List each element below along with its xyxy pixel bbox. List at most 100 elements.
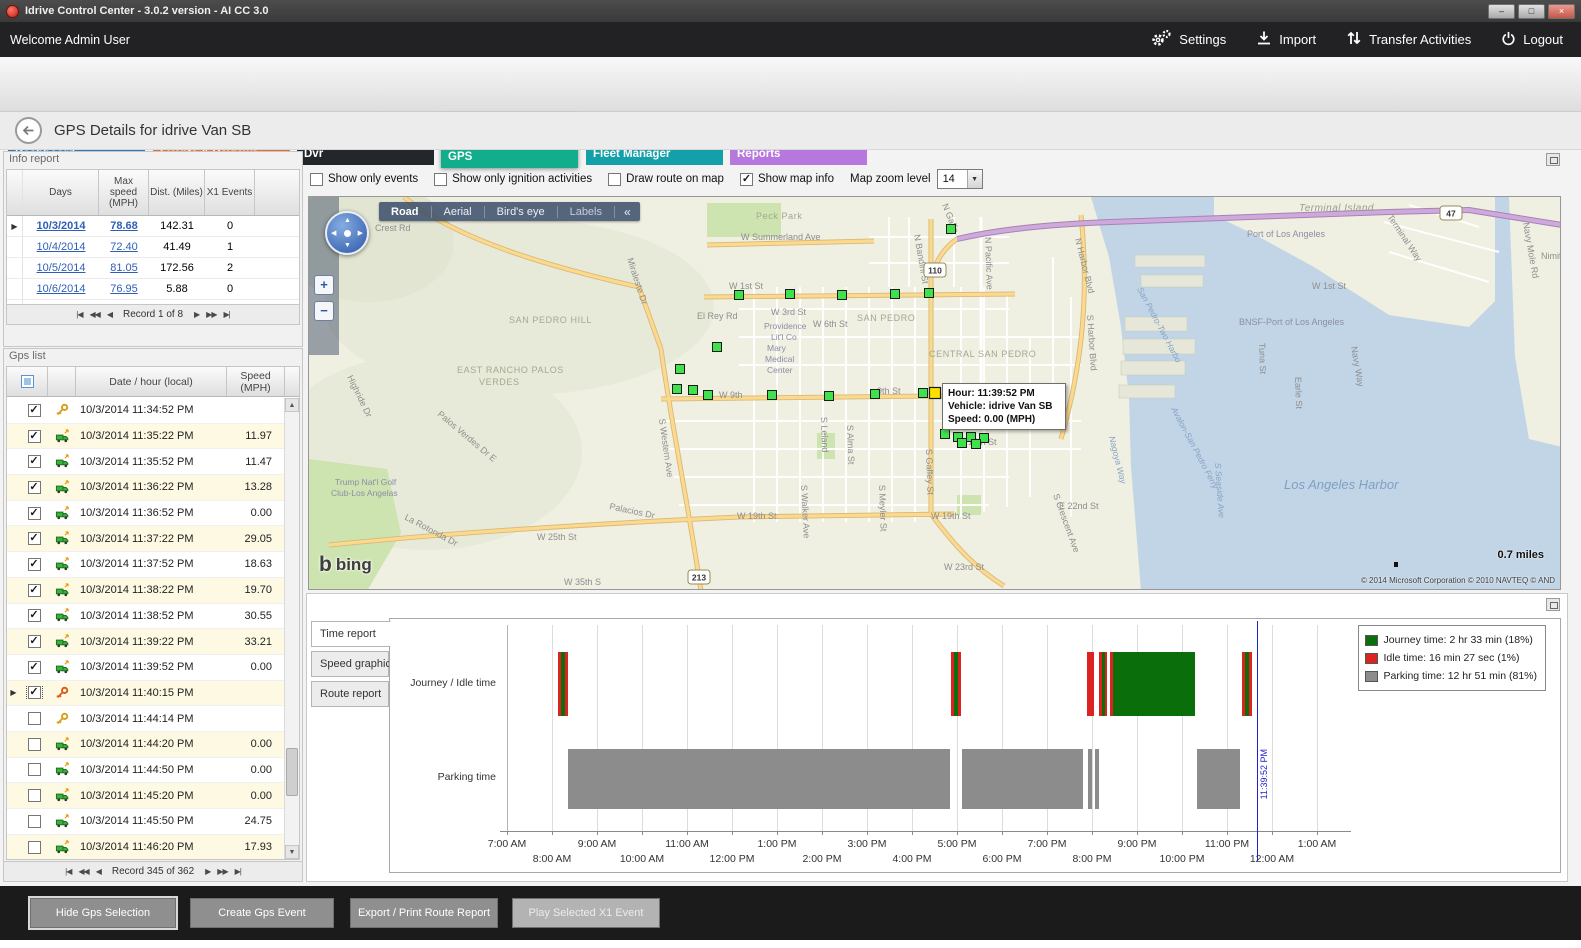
pager-prev-page-icon[interactable]: ◀◀ bbox=[78, 867, 89, 876]
gps-marker[interactable] bbox=[924, 288, 934, 298]
max-speed-link[interactable]: 78.68 bbox=[110, 220, 138, 232]
checkbox-icon[interactable] bbox=[739, 172, 753, 186]
pan-down-icon[interactable]: ▼ bbox=[344, 242, 351, 249]
map-compass-control[interactable]: ▲ ▼ ◀ ▶ bbox=[325, 211, 369, 255]
day-link[interactable]: 10/3/2014 bbox=[36, 220, 86, 232]
toolbar-collapse-icon[interactable]: « bbox=[624, 204, 631, 219]
map-view-labels[interactable]: Labels bbox=[558, 205, 615, 218]
gps-list-row[interactable]: 10/3/2014 11:38:22 PM 19.70 bbox=[7, 577, 284, 604]
day-link[interactable]: 10/6/2014 bbox=[36, 283, 86, 295]
zoom-in-button[interactable]: + bbox=[314, 275, 334, 295]
maximize-button[interactable]: □ bbox=[1518, 3, 1545, 19]
row-checkbox[interactable] bbox=[27, 763, 41, 777]
pan-left-icon[interactable]: ◀ bbox=[331, 230, 337, 237]
gps-marker[interactable] bbox=[957, 438, 967, 448]
pan-right-icon[interactable]: ▶ bbox=[357, 230, 363, 237]
gps-list-row[interactable]: 10/3/2014 11:38:52 PM 30.55 bbox=[7, 603, 284, 630]
map-panel-collapse-button[interactable] bbox=[1546, 153, 1560, 166]
row-checkbox[interactable] bbox=[27, 609, 41, 623]
bing-map[interactable]: Peck Park W Summerland Ave Crest Rd Mirales… bbox=[308, 196, 1561, 590]
tab-time-report[interactable]: Time report bbox=[311, 621, 391, 647]
gps-marker[interactable] bbox=[979, 433, 989, 443]
column-header-speed[interactable]: Speed (MPH) bbox=[227, 367, 285, 396]
pager-last-icon[interactable]: ▶| bbox=[223, 310, 230, 319]
gps-marker[interactable] bbox=[824, 391, 834, 401]
gps-marker[interactable] bbox=[940, 429, 950, 439]
tab-speed-graphic[interactable]: Speed graphic bbox=[311, 651, 391, 677]
column-header-days[interactable]: Days bbox=[23, 170, 99, 215]
scroll-up-icon[interactable]: ▲ bbox=[285, 398, 299, 412]
gps-list-row[interactable]: 10/3/2014 11:37:22 PM 29.05 bbox=[7, 526, 284, 553]
pager-next-page-icon[interactable]: ▶▶ bbox=[206, 310, 217, 319]
gps-list-row[interactable]: 10/3/2014 11:45:50 PM 24.75 bbox=[7, 809, 284, 835]
pager-first-icon[interactable]: |◀ bbox=[76, 310, 83, 319]
gps-marker[interactable] bbox=[675, 364, 685, 374]
gps-list-row[interactable]: 10/3/2014 11:39:22 PM 33.21 bbox=[7, 629, 284, 655]
row-checkbox[interactable] bbox=[27, 635, 41, 649]
pager-next-page-icon[interactable]: ▶▶ bbox=[217, 867, 228, 876]
gps-marker[interactable] bbox=[870, 389, 880, 399]
gps-list-row[interactable]: 10/3/2014 11:45:20 PM 0.00 bbox=[7, 783, 284, 809]
map-zoom-select[interactable]: 14 ▼ bbox=[936, 169, 983, 189]
pager-prev-icon[interactable]: ◀ bbox=[106, 310, 113, 319]
show-only-events-checkbox[interactable]: Show only events bbox=[310, 172, 418, 186]
map-view-aerial[interactable]: Aerial bbox=[432, 205, 485, 218]
row-checkbox[interactable] bbox=[27, 583, 41, 597]
create-gps-event-button[interactable]: Create Gps Event bbox=[190, 898, 334, 928]
gps-list-row[interactable]: 10/3/2014 11:35:52 PM 11.47 bbox=[7, 449, 284, 476]
show-map-info-checkbox[interactable]: Show map info bbox=[739, 172, 834, 186]
gps-marker[interactable] bbox=[767, 390, 777, 400]
pager-first-icon[interactable]: |◀ bbox=[65, 867, 72, 876]
hide-gps-selection-button[interactable]: Hide Gps Selection bbox=[30, 898, 176, 928]
scroll-down-icon[interactable]: ▼ bbox=[285, 845, 299, 859]
day-link[interactable]: 10/4/2014 bbox=[36, 241, 86, 253]
row-checkbox[interactable] bbox=[27, 480, 41, 494]
map-view-road[interactable]: Road bbox=[379, 205, 432, 218]
gps-list-row[interactable]: 10/3/2014 11:34:52 PM bbox=[7, 398, 284, 424]
transfer-activities-button[interactable]: Transfer Activities bbox=[1346, 30, 1471, 49]
row-checkbox[interactable] bbox=[27, 814, 41, 828]
gps-marker[interactable] bbox=[712, 342, 722, 352]
max-speed-link[interactable]: 76.95 bbox=[110, 283, 138, 295]
scrollbar-thumb[interactable] bbox=[286, 748, 298, 797]
import-button[interactable]: Import bbox=[1256, 30, 1316, 49]
draw-route-checkbox[interactable]: Draw route on map bbox=[608, 172, 724, 186]
zoom-out-button[interactable]: − bbox=[314, 301, 334, 321]
gps-marker[interactable] bbox=[837, 290, 847, 300]
gps-list-scrollbar[interactable]: ▲ ▼ bbox=[284, 398, 299, 859]
gps-list-row[interactable]: ▶ 10/3/2014 11:40:15 PM bbox=[7, 680, 284, 707]
gps-list-row[interactable]: 10/3/2014 11:46:20 PM 17.93 bbox=[7, 834, 284, 859]
max-speed-link[interactable]: 81.05 bbox=[110, 262, 138, 274]
minimize-button[interactable]: – bbox=[1488, 3, 1515, 19]
row-checkbox[interactable] bbox=[27, 455, 41, 469]
max-speed-link[interactable]: 72.40 bbox=[110, 241, 138, 253]
gps-marker[interactable] bbox=[946, 224, 956, 234]
row-checkbox[interactable] bbox=[27, 840, 41, 854]
gps-list-row[interactable]: 10/3/2014 11:44:14 PM bbox=[7, 706, 284, 732]
day-link[interactable]: 10/5/2014 bbox=[36, 262, 86, 274]
info-report-row[interactable]: 10/6/2014 76.95 5.88 0 bbox=[7, 279, 299, 300]
back-button[interactable] bbox=[15, 117, 42, 144]
column-header-dist[interactable]: Dist. (Miles) bbox=[149, 170, 205, 215]
info-report-row[interactable]: 10/4/2014 72.40 41.49 1 bbox=[7, 237, 299, 258]
info-report-row[interactable]: ▶ 10/3/2014 78.68 142.31 0 bbox=[7, 216, 299, 237]
column-header-x1-events[interactable]: X1 Events bbox=[205, 170, 255, 215]
gps-list-row[interactable]: 10/3/2014 11:44:20 PM 0.00 bbox=[7, 731, 284, 758]
tab-route-report[interactable]: Route report bbox=[311, 681, 389, 707]
gps-list-row[interactable]: 10/3/2014 11:36:52 PM 0.00 bbox=[7, 500, 284, 527]
gps-marker[interactable] bbox=[918, 388, 928, 398]
info-report-row[interactable]: 10/5/2014 81.05 172.56 2 bbox=[7, 258, 299, 279]
row-checkbox[interactable] bbox=[27, 712, 41, 726]
settings-button[interactable]: Settings bbox=[1150, 29, 1226, 50]
gps-marker[interactable] bbox=[971, 439, 981, 449]
checkbox-icon[interactable] bbox=[310, 172, 323, 186]
row-checkbox[interactable] bbox=[27, 403, 41, 417]
row-checkbox[interactable] bbox=[27, 532, 41, 546]
checkbox-icon[interactable] bbox=[434, 172, 448, 186]
pager-prev-icon[interactable]: ◀ bbox=[95, 867, 102, 876]
row-checkbox[interactable] bbox=[27, 789, 41, 803]
row-checkbox[interactable] bbox=[27, 660, 41, 674]
gps-list-row[interactable]: 10/3/2014 11:36:22 PM 13.28 bbox=[7, 475, 284, 501]
show-only-ignition-checkbox[interactable]: Show only ignition activities bbox=[434, 172, 592, 186]
pager-last-icon[interactable]: ▶| bbox=[234, 867, 242, 876]
